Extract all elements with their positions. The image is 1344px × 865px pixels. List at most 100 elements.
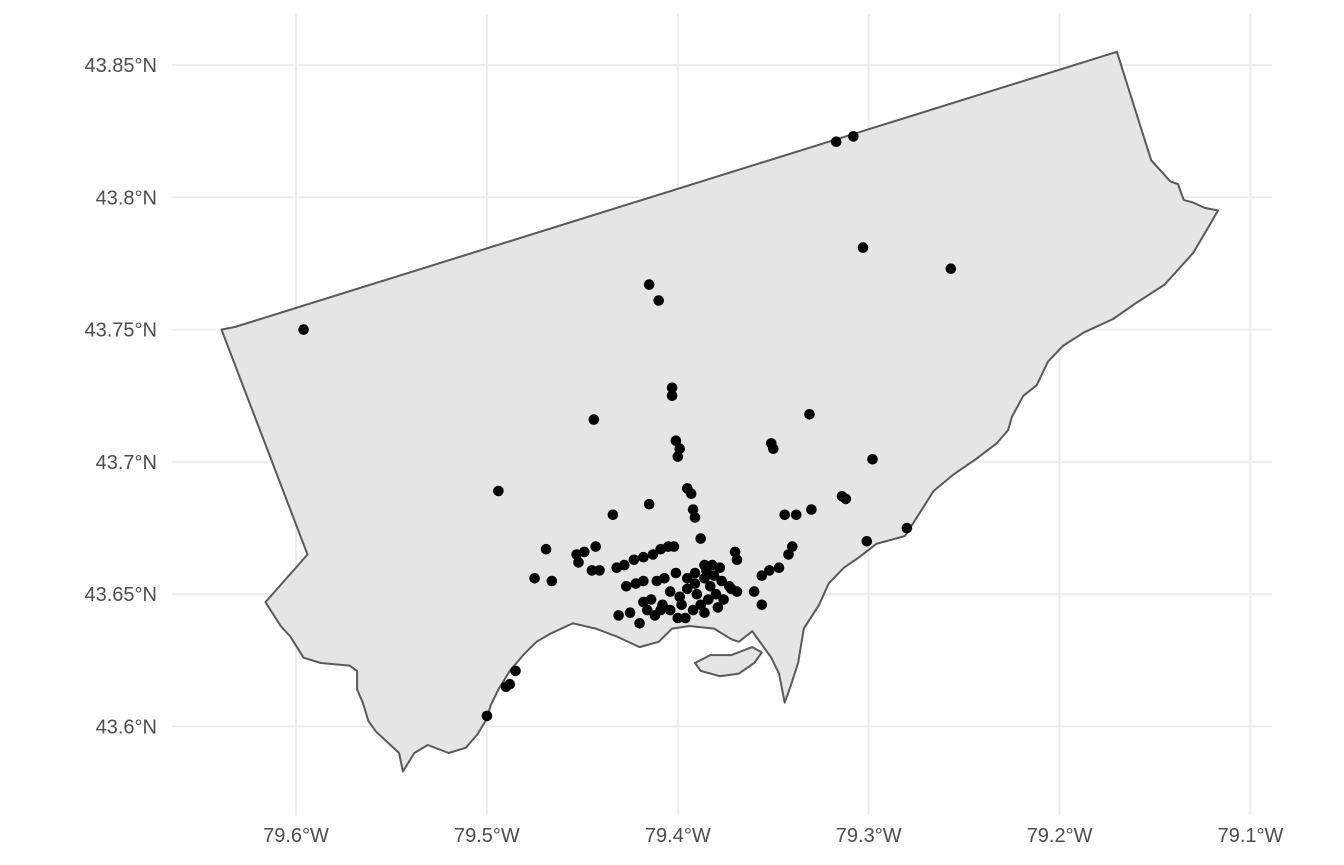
data-point xyxy=(708,570,720,581)
data-point xyxy=(682,583,693,595)
data-point xyxy=(621,581,632,592)
data-point xyxy=(945,263,957,275)
data-point xyxy=(579,546,590,558)
data-point xyxy=(687,504,699,515)
data-point xyxy=(718,594,729,605)
data-point xyxy=(670,567,682,579)
data-point xyxy=(664,586,676,597)
y-axis-tick-labels: 43.6°N 43.65°N 43.7°N 43.75°N 43.8°N 43.85°N xyxy=(85,55,158,739)
data-point xyxy=(647,549,659,560)
data-point xyxy=(729,546,741,558)
data-point xyxy=(628,554,640,566)
data-point xyxy=(643,279,655,290)
data-point xyxy=(756,599,768,611)
x-tick-label: 79.1°W xyxy=(1218,825,1284,847)
data-point xyxy=(664,604,676,616)
data-point xyxy=(764,565,775,576)
data-point xyxy=(773,562,785,573)
data-point xyxy=(588,414,600,425)
data-point xyxy=(540,543,552,555)
data-point xyxy=(699,607,710,618)
data-point xyxy=(529,573,540,584)
data-point xyxy=(768,443,779,455)
data-point xyxy=(666,382,678,394)
data-point xyxy=(703,594,714,605)
y-tick-label: 43.65°N xyxy=(85,584,158,606)
data-point xyxy=(634,618,645,629)
data-point xyxy=(731,554,743,566)
data-point xyxy=(783,549,794,560)
x-axis-tick-labels: 79.6°W 79.5°W 79.4°W 79.3°W 79.2°W 79.1°W xyxy=(263,825,1283,847)
data-point xyxy=(655,604,666,616)
y-tick-label: 43.8°N xyxy=(96,187,157,209)
x-tick-label: 79.5°W xyxy=(454,825,520,847)
data-point xyxy=(674,443,685,455)
data-point xyxy=(611,562,622,573)
data-point xyxy=(638,596,649,608)
data-point xyxy=(546,575,558,587)
data-point xyxy=(481,710,493,722)
data-point xyxy=(790,509,802,521)
data-point xyxy=(510,665,521,677)
y-tick-label: 43.75°N xyxy=(85,320,158,342)
x-tick-label: 79.6°W xyxy=(263,825,329,847)
data-point xyxy=(695,599,706,611)
data-point xyxy=(830,136,842,147)
data-point xyxy=(674,591,685,603)
data-point xyxy=(867,454,878,465)
x-tick-label: 79.3°W xyxy=(836,825,902,847)
data-point xyxy=(779,509,790,521)
data-point xyxy=(691,588,703,600)
data-point xyxy=(687,604,699,616)
data-point xyxy=(638,551,649,563)
island-shape xyxy=(694,646,763,678)
data-point xyxy=(613,610,624,621)
data-point xyxy=(670,435,682,447)
data-point xyxy=(493,485,504,497)
data-point xyxy=(901,522,913,534)
data-point xyxy=(689,512,701,523)
data-point xyxy=(630,578,642,589)
data-point xyxy=(655,543,666,555)
city-boundary-layer xyxy=(220,50,1219,773)
y-tick-label: 43.7°N xyxy=(96,452,157,474)
data-point xyxy=(861,536,873,547)
data-point xyxy=(685,488,697,500)
data-point xyxy=(712,602,724,613)
data-point xyxy=(710,588,722,600)
data-point xyxy=(676,599,687,611)
y-tick-label: 43.85°N xyxy=(85,55,158,77)
data-point xyxy=(607,509,619,521)
x-tick-label: 79.4°W xyxy=(645,825,711,847)
data-point xyxy=(689,567,701,579)
data-point xyxy=(840,493,852,505)
data-point xyxy=(705,581,716,592)
data-point xyxy=(716,575,727,587)
data-point xyxy=(590,541,601,552)
data-point xyxy=(699,573,710,584)
data-point xyxy=(624,607,636,618)
data-point xyxy=(857,242,869,253)
data-point xyxy=(672,612,684,624)
data-point xyxy=(680,612,691,624)
data-point xyxy=(573,557,584,568)
data-point xyxy=(586,565,598,576)
data-point xyxy=(682,573,693,584)
data-point xyxy=(653,295,664,306)
data-point xyxy=(701,565,712,576)
data-point xyxy=(756,570,768,581)
data-point xyxy=(787,541,798,552)
x-tick-label: 79.2°W xyxy=(1027,825,1093,847)
data-point xyxy=(642,604,653,616)
data-point xyxy=(695,533,706,544)
data-point xyxy=(672,451,684,462)
data-point xyxy=(848,131,859,142)
data-point xyxy=(594,565,605,576)
data-point xyxy=(500,681,512,693)
y-tick-label: 43.6°N xyxy=(96,717,157,739)
data-point xyxy=(804,409,815,420)
data-point xyxy=(651,575,663,587)
data-point xyxy=(643,498,655,510)
data-point xyxy=(666,390,678,402)
